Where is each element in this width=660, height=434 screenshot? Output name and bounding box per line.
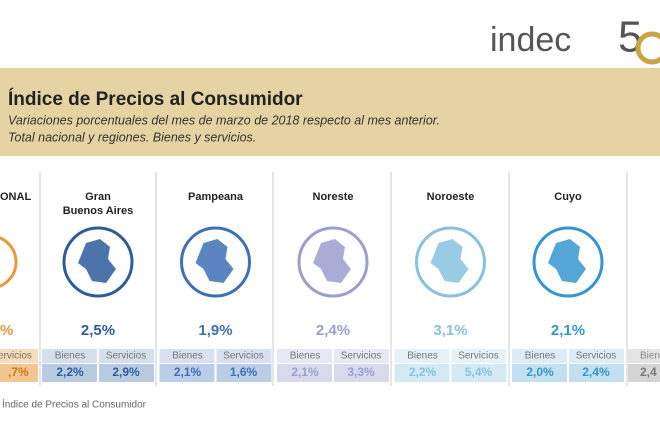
- region-total: %: [0, 322, 13, 339]
- services-value: 3,3%: [347, 365, 375, 379]
- label-row: [628, 349, 660, 363]
- services-label: Servicios: [341, 351, 382, 362]
- region-name: Cuyo: [554, 191, 582, 203]
- region-total: 2,4%: [316, 322, 350, 339]
- services-value: ,7%: [8, 365, 29, 379]
- services-value: 5,4%: [465, 365, 493, 379]
- header-band: [0, 68, 660, 156]
- goods-value: 2,2%: [56, 365, 84, 379]
- region-map: [430, 239, 469, 283]
- region-name: Noreste: [313, 191, 354, 203]
- goods-value: 2,0%: [526, 365, 554, 379]
- services-value: 2,4%: [582, 365, 610, 379]
- goods-label: Bienes: [172, 351, 203, 362]
- services-label: Servicios: [576, 351, 617, 362]
- footer: Índice de Precios al Consumidor: [2, 398, 147, 411]
- services-label: ervicios: [0, 351, 32, 362]
- region-total: 2,5%: [81, 322, 115, 339]
- goods-value: 2,2%: [409, 365, 437, 379]
- services-label: Servicios: [106, 351, 147, 362]
- subtitle: Total nacional y regiones. Bienes y serv…: [8, 130, 256, 144]
- region-total: 2,1%: [551, 322, 585, 339]
- value-row: [0, 364, 38, 382]
- logo-ring: [635, 31, 660, 65]
- region-total: 3,1%: [433, 322, 467, 339]
- services-label: Servicios: [223, 351, 264, 362]
- subtitle: Variaciones porcentuales del mes de marz…: [8, 113, 440, 127]
- region-name: ONAL: [0, 191, 31, 203]
- title: Índice de Precios al Consumidor: [8, 88, 303, 110]
- region-total: 1,9%: [198, 322, 232, 339]
- goods-label: Bienes: [55, 351, 86, 362]
- region-map: [195, 239, 234, 283]
- services-value: 1,6%: [230, 365, 258, 379]
- region-map: [78, 239, 116, 283]
- services-value: 2,9%: [112, 365, 140, 379]
- region-name: Pampeana: [188, 191, 244, 203]
- region-map: [548, 239, 586, 283]
- region-name: Buenos Aires: [63, 205, 134, 217]
- goods-value: 2,1%: [291, 365, 319, 379]
- label-row: [0, 349, 38, 363]
- goods-label: Bienes: [290, 351, 321, 362]
- goods-label: Biene: [640, 351, 660, 362]
- goods-label: Bienes: [407, 351, 438, 362]
- goods-value: 2,4: [640, 365, 657, 379]
- region-name: Gran: [85, 191, 111, 203]
- logo-text: indec: [490, 21, 571, 59]
- region-icon: [0, 236, 18, 288]
- goods-value: 2,1%: [174, 365, 202, 379]
- value-row: [628, 364, 660, 382]
- region-map: [313, 239, 351, 283]
- services-label: Servicios: [458, 351, 499, 362]
- goods-label: Bienes: [525, 351, 556, 362]
- region-name: Noroeste: [427, 191, 475, 203]
